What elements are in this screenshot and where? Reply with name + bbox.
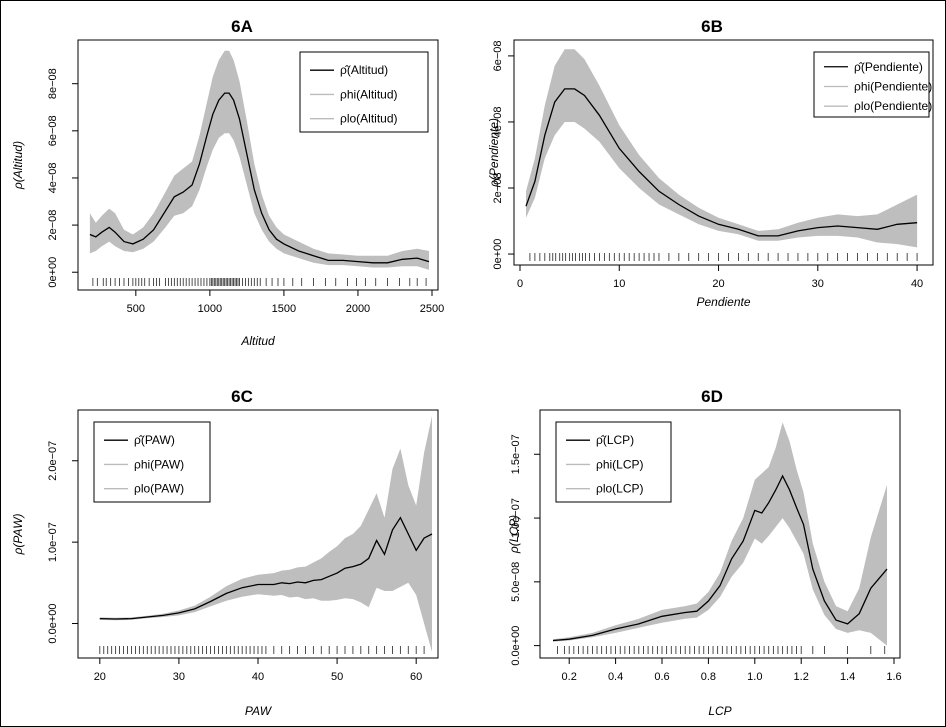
y-tick-label: 2.0e−07 xyxy=(47,441,59,481)
x-tick-label: 40 xyxy=(911,278,923,290)
panel-6b: 0 10 20 30 40 0e+00 2e−08 4e−08 6e−08 6B Pendiente… xyxy=(487,17,934,309)
y-tick-label: 2e−08 xyxy=(492,173,504,204)
y-tick-label: 2e−08 xyxy=(47,210,59,241)
legend-entry: ρlo(LCP) xyxy=(596,482,644,496)
y-tick-label: 0.0e+00 xyxy=(510,626,522,666)
x-axis-6a: 500 1000 1500 2000 2500 xyxy=(127,290,444,315)
x-tick-label: 0.2 xyxy=(562,671,577,683)
y-axis-label-6a: ρ(Altitud) xyxy=(11,141,25,190)
x-tick-label: 0.6 xyxy=(654,671,669,683)
y-axis-6d: 0.0e+00 5.0e−08 1.0e−07 1.5e−07 xyxy=(510,434,540,666)
y-axis-6b: 0e+00 2e−08 4e−08 6e−08 xyxy=(492,40,514,269)
x-tick-label: 0.4 xyxy=(608,671,623,683)
plot-box-6d xyxy=(539,409,901,659)
x-tick-label: 2000 xyxy=(346,303,370,315)
confidence-band-6c xyxy=(99,416,433,652)
estimate-line-6d xyxy=(552,474,888,642)
legend-entry: ρlo(PAW) xyxy=(134,482,184,496)
x-tick-label: 1.2 xyxy=(794,671,809,683)
y-axis-label-6b: ρ(Pendiente) xyxy=(487,118,501,188)
y-tick-label: 0.0e+00 xyxy=(47,603,59,643)
legend-entry: ρlo(Altitud) xyxy=(340,112,398,126)
rug-6c xyxy=(99,646,425,654)
x-tick-label: 1.0 xyxy=(747,671,762,683)
confidence-band-6a xyxy=(89,50,430,270)
x-tick-label: 50 xyxy=(331,671,343,683)
legend-entry: ρ̂(PAW) xyxy=(134,433,175,447)
legend-entry: ρlo(Pendiente) xyxy=(854,99,932,113)
x-tick-label: 40 xyxy=(252,671,264,683)
x-tick-label: 30 xyxy=(812,278,824,290)
panel-title-6b: 6B xyxy=(701,17,723,36)
rug-6a xyxy=(92,278,427,286)
legend-entry: ρhi(PAW) xyxy=(134,457,184,471)
confidence-band-6b xyxy=(526,49,918,248)
y-axis-label-6d: ρ(LCP) xyxy=(507,515,521,554)
plot-box-6a xyxy=(77,39,439,291)
panel-6c: 20 30 40 50 60 0.0e+00 1.0e−07 2.0e−07 6C PAW ρ(PA… xyxy=(11,387,439,718)
legend-6a: ρ̂(Altitud) ρhi(Altitud) ρlo(Altitud) xyxy=(299,51,429,133)
y-tick-label: 0e+00 xyxy=(47,257,59,288)
x-axis-6c: 20 30 40 50 60 xyxy=(94,658,422,683)
estimate-line-6a xyxy=(89,92,430,264)
legend-entry: ρhi(Pendiente) xyxy=(854,79,932,93)
x-tick-label: 1.4 xyxy=(840,671,855,683)
y-tick-label: 1.0e−07 xyxy=(47,522,59,562)
x-tick-label: 60 xyxy=(410,671,422,683)
x-tick-label: 2500 xyxy=(420,303,444,315)
rug-6d xyxy=(557,646,886,654)
legend-6c: ρ̂(PAW) ρhi(PAW) ρlo(PAW) xyxy=(93,421,211,503)
panel-title-6d: 6D xyxy=(701,387,723,406)
panel-title-6a: 6A xyxy=(231,17,253,36)
x-axis-label-6b: Pendiente xyxy=(696,295,750,309)
y-axis-6a: 0e+00 2e−08 4e−08 6e−08 8e−08 xyxy=(47,68,78,288)
x-tick-label: 20 xyxy=(712,278,724,290)
x-tick-label: 20 xyxy=(94,671,106,683)
x-axis-6d: 0.2 0.4 0.6 0.8 1.0 1.2 1.4 1.6 xyxy=(562,658,902,683)
plot-box-6b xyxy=(513,39,934,266)
y-tick-label: 1.0e−07 xyxy=(510,498,522,538)
x-tick-label: 30 xyxy=(173,671,185,683)
legend-box xyxy=(813,51,930,118)
y-tick-label: 4e−08 xyxy=(492,107,504,138)
legend-entry: ρ̂(Altitud) xyxy=(340,63,388,77)
legend-entry: ρ̂(LCP) xyxy=(596,433,634,447)
x-axis-label-6a: Altitud xyxy=(240,334,275,348)
x-tick-label: 1000 xyxy=(198,303,222,315)
panel-6d: 0.2 0.4 0.6 0.8 1.0 1.2 1.4 1.6 0.0e+00 5.0e−08 1.… xyxy=(507,387,902,718)
y-axis-6c: 0.0e+00 1.0e−07 2.0e−07 xyxy=(47,441,78,644)
x-axis-label-6c: PAW xyxy=(245,704,273,718)
panel-title-6c: 6C xyxy=(231,387,253,406)
x-axis-label-6d: LCP xyxy=(708,704,731,718)
legend-6d: ρ̂(LCP) ρhi(LCP) ρlo(LCP) xyxy=(555,421,672,503)
panel-6a: 500 1000 1500 2000 2500 0e+00 2e−08 4e−08 6e−08 8… xyxy=(11,17,444,348)
legend-6b: ρ̂(Pendiente) ρhi(Pendiente) ρlo(Pendiente… xyxy=(813,51,932,118)
y-tick-label: 1.5e−07 xyxy=(510,434,522,474)
y-axis-label-6c: ρ(PAW) xyxy=(11,513,25,555)
y-tick-label: 5.0e−08 xyxy=(510,562,522,602)
y-tick-label: 0e+00 xyxy=(492,239,504,270)
x-tick-label: 500 xyxy=(127,303,145,315)
y-tick-label: 4e−08 xyxy=(47,163,59,194)
x-tick-label: 1500 xyxy=(272,303,296,315)
x-tick-label: 10 xyxy=(613,278,625,290)
estimate-line-6c xyxy=(99,516,433,620)
confidence-band-6d xyxy=(553,422,887,646)
y-tick-label: 8e−08 xyxy=(47,68,59,99)
x-axis-6b: 0 10 20 30 40 xyxy=(517,265,923,290)
legend-entry: ρ̂(Pendiente) xyxy=(854,60,923,74)
legend-entry: ρhi(Altitud) xyxy=(340,87,398,101)
x-tick-label: 0.8 xyxy=(701,671,716,683)
estimate-line-6b xyxy=(525,88,918,237)
y-tick-label: 6e−08 xyxy=(492,40,504,71)
y-tick-label: 6e−08 xyxy=(47,115,59,146)
rug-6b xyxy=(529,253,918,261)
x-tick-label: 1.6 xyxy=(886,671,901,683)
x-tick-label: 0 xyxy=(517,278,523,290)
legend-entry: ρhi(LCP) xyxy=(596,457,644,471)
